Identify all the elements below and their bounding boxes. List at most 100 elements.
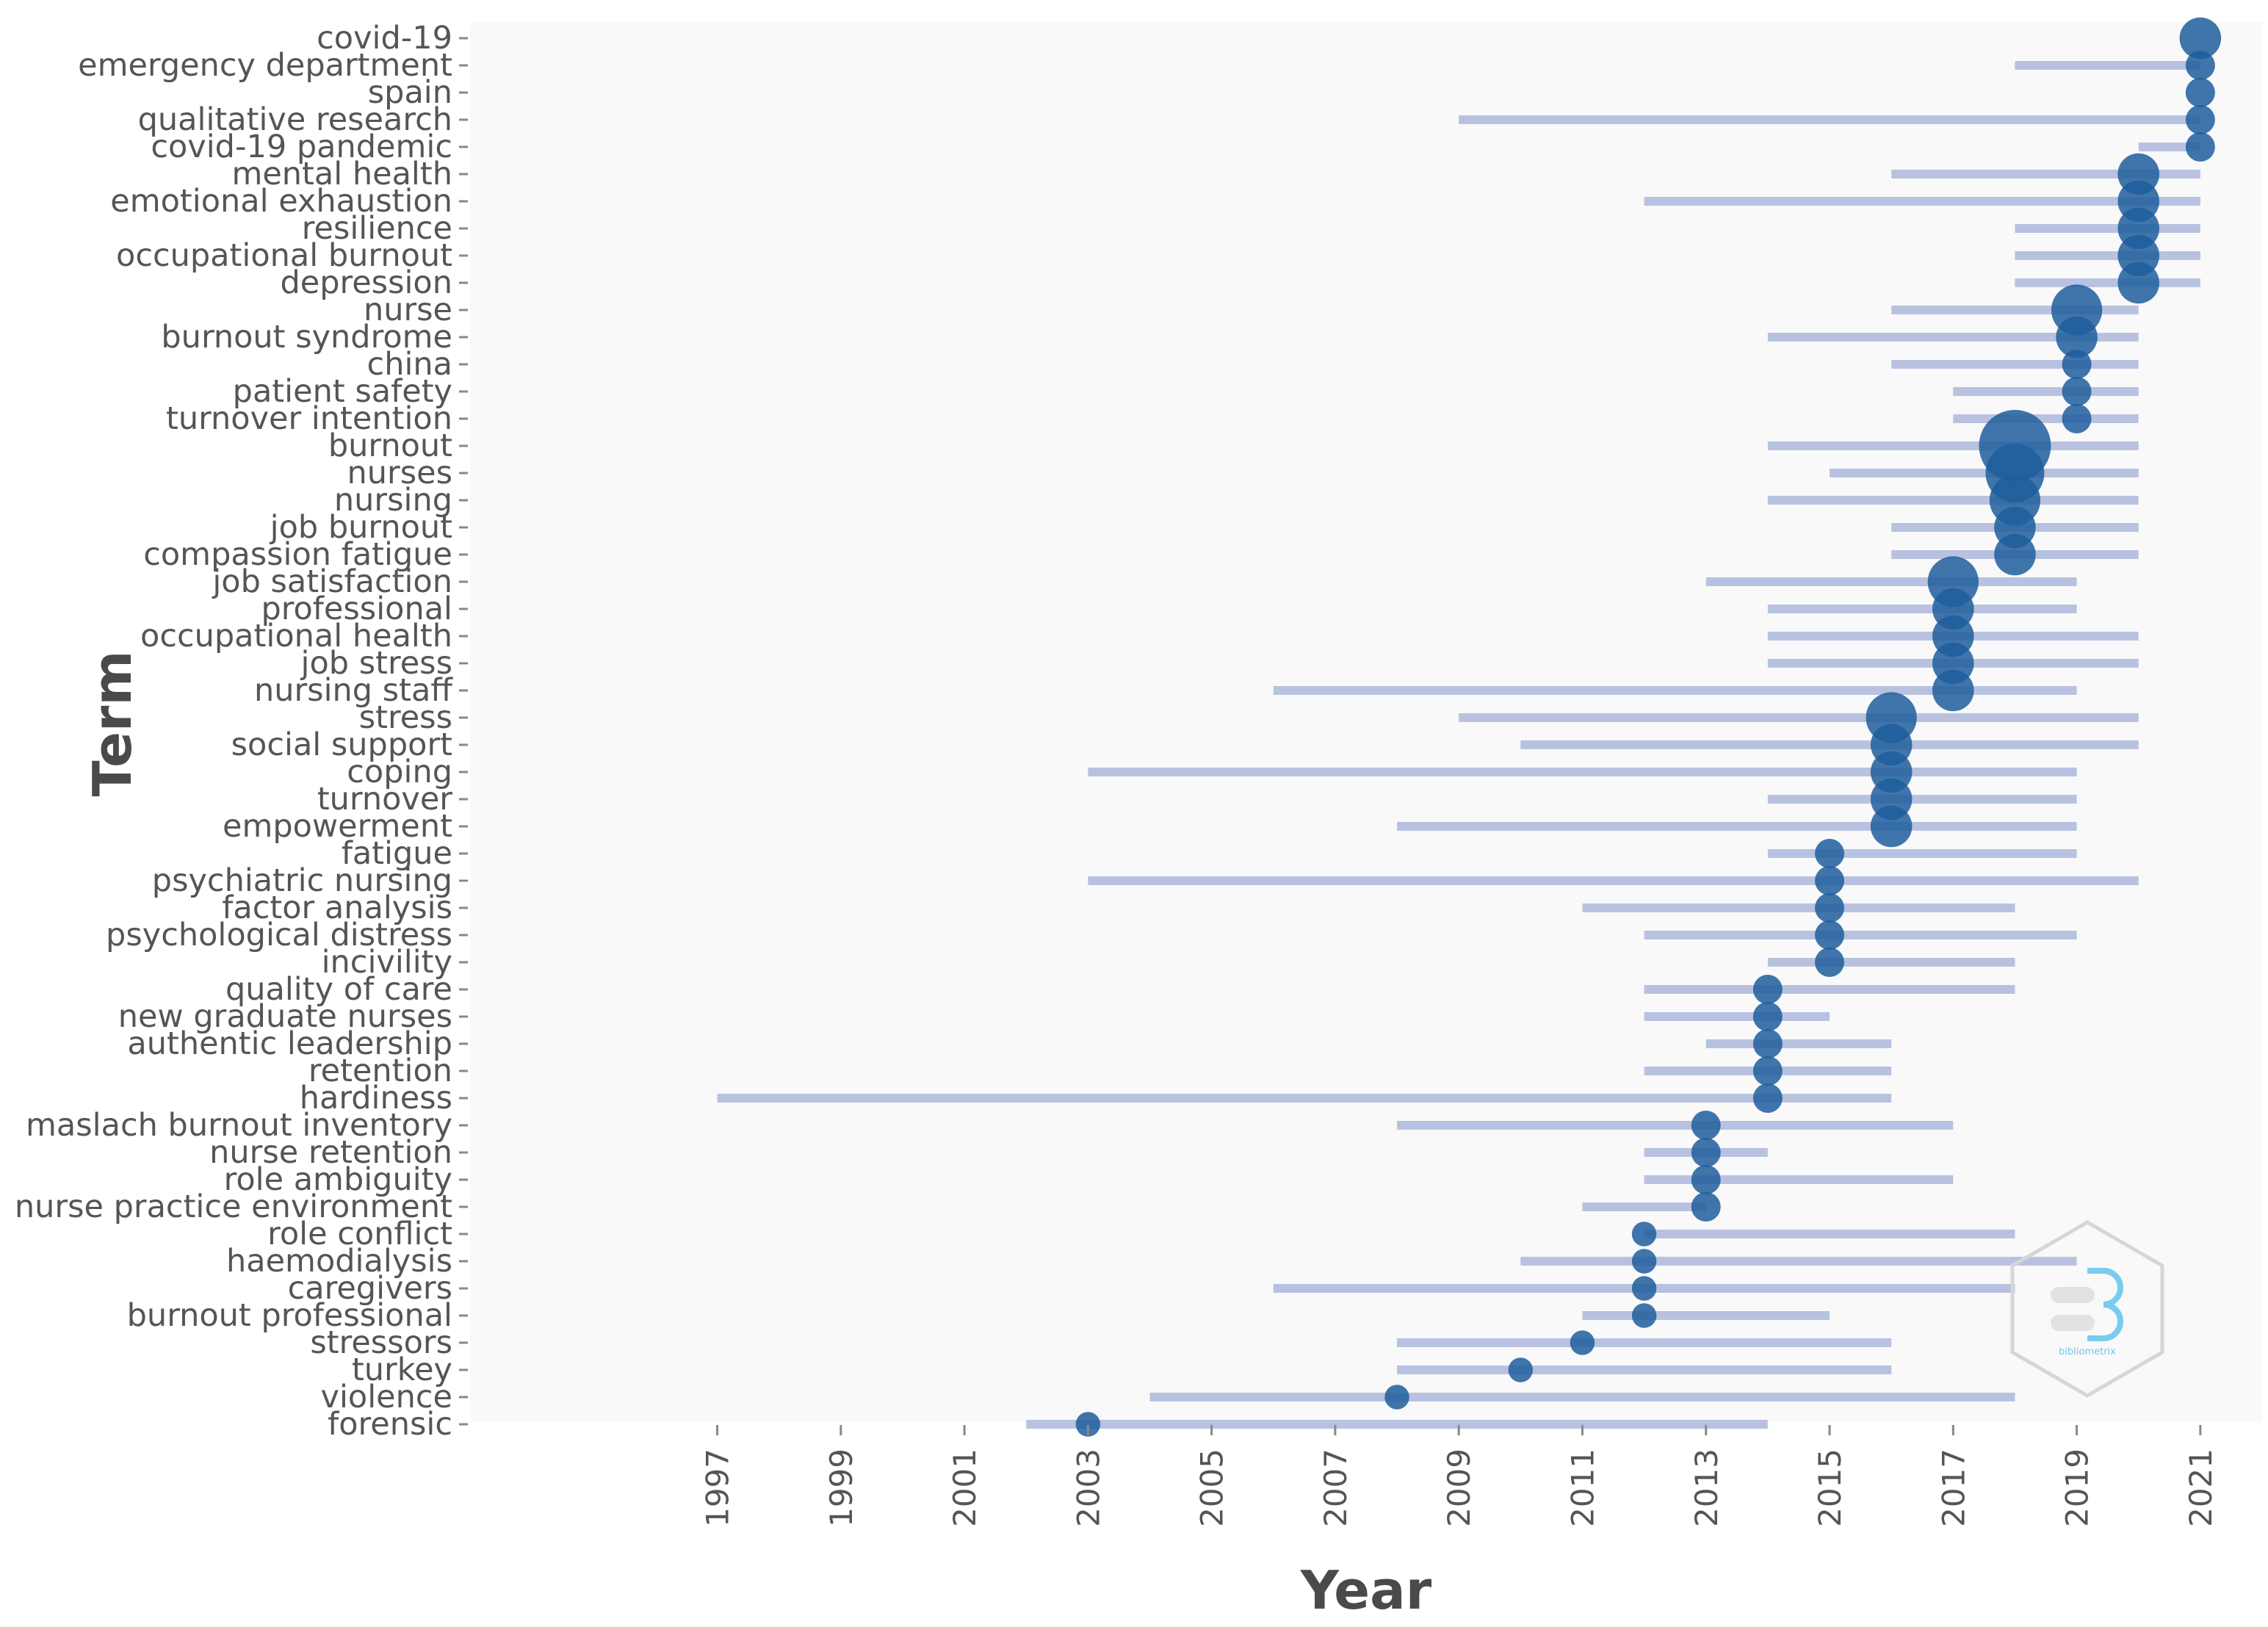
term-label: china [367,346,452,383]
peak-dot [2062,350,2092,379]
term-label: violence [321,1379,452,1415]
peak-dot [1932,669,1974,712]
term-label: job burnout [270,509,452,546]
peak-dot [1631,1222,1657,1247]
term-label: compassion fatigue [143,536,452,573]
term-label: role conflict [267,1216,452,1252]
peak-dot [1994,533,2036,576]
peak-dot [1752,1056,1783,1086]
term-label: spain [368,74,452,111]
term-label: covid-19 [317,20,452,57]
term-label: incivility [322,944,452,981]
term-label: turnover [317,781,452,818]
peak-dot [1384,1385,1409,1410]
peak-dot [2056,316,2098,358]
term-label: professional [261,591,452,627]
term-label: depression [280,264,452,301]
term-label: fatigue [342,835,452,872]
term-label: emergency department [78,47,452,84]
peak-dot [2117,261,2160,304]
term-label: occupational health [140,618,452,654]
term-label: job satisfaction [212,563,452,600]
term-label: quality of care [225,971,452,1008]
peak-dot [1815,839,1845,868]
term-label: qualitative research [138,101,452,138]
term-label: nursing staff [254,672,453,709]
peak-dot [2185,132,2215,162]
term-label: burnout syndrome [161,319,452,356]
term-label: patient safety [233,373,452,410]
x-tick-label: 2011 [1564,1449,1600,1527]
term-label: nursing [334,482,452,519]
y-axis-title: Term [82,651,143,797]
peak-dot [1691,1192,1721,1222]
term-label: burnout professional [127,1297,452,1334]
peak-dot [2062,377,2092,406]
peak-dot [1815,920,1845,950]
term-label: resilience [302,210,452,247]
term-label: forensic [328,1406,452,1443]
term-label: turnover intention [166,400,452,437]
peak-dot [1631,1276,1657,1301]
peak-dot [1752,1029,1783,1058]
x-tick-label: 2003 [1070,1449,1106,1527]
term-label: stress [359,699,452,736]
term-label: occupational burnout [116,237,452,274]
term-label: mental health [231,156,452,192]
term-label: emotional exhaustion [110,183,452,220]
term-label: job stress [300,645,452,682]
x-tick-label: 2005 [1194,1449,1230,1527]
peak-dot [1508,1357,1534,1382]
peak-dot [1752,975,1783,1004]
x-tick-label: 2001 [947,1449,983,1527]
peak-dot [1815,948,1845,977]
svg-text:bibliometrix: bibliometrix [2059,1346,2116,1357]
term-label: covid-19 pandemic [151,129,452,165]
peak-dot [1691,1111,1721,1140]
peak-dot [1691,1165,1721,1194]
peak-dot [1631,1249,1657,1274]
peak-dot [2179,17,2222,59]
peak-dot [2185,78,2215,107]
x-tick-label: 1997 [700,1449,736,1527]
x-axis-title: Year [1300,1559,1432,1621]
x-tick-label: 1999 [823,1449,859,1527]
peak-dot [2185,51,2215,80]
peak-dot [2062,404,2092,433]
peak-dot [1570,1330,1595,1355]
peak-dot [1075,1412,1101,1437]
term-label: nurses [347,455,452,491]
peak-dots [1075,17,2222,1437]
term-label: caregivers [288,1270,452,1307]
term-label: turkey [352,1352,452,1388]
term-label: maslach burnout inventory [26,1107,452,1144]
term-label: psychiatric nursing [152,862,452,899]
x-tick-label: 2021 [2183,1449,2219,1527]
peak-dot [1752,1002,1783,1031]
peak-dot [1631,1303,1657,1328]
term-label: hardiness [300,1080,452,1116]
watermark-logo: bibliometrix [2010,1220,2164,1398]
x-tick-label: 2007 [1318,1449,1354,1527]
term-label: role ambiguity [224,1161,452,1198]
term-label: nurse practice environment [15,1188,452,1225]
peak-dot [1870,805,1913,848]
x-tick-label: 2015 [1812,1449,1848,1527]
peak-dot [1815,893,1845,923]
term-label: haemodialysis [226,1243,452,1280]
term-label: factor analysis [222,890,452,926]
term-label: nurse [364,292,452,328]
term-label: new graduate nurses [118,998,452,1035]
term-label: psychological distress [106,917,452,953]
peak-dot [2185,105,2215,134]
term-label: stressors [310,1324,452,1361]
x-tick-label: 2013 [1689,1449,1725,1527]
term-label: retention [308,1053,452,1089]
peak-dot [1752,1083,1783,1113]
x-tick-label: 2019 [2059,1449,2095,1527]
x-tick-label: 2009 [1441,1449,1477,1527]
x-axis: 1997 1999 2001 2003 2005 2007 2009 2011 2013 2015… [700,1425,2219,1527]
peak-dot [1815,866,1845,895]
